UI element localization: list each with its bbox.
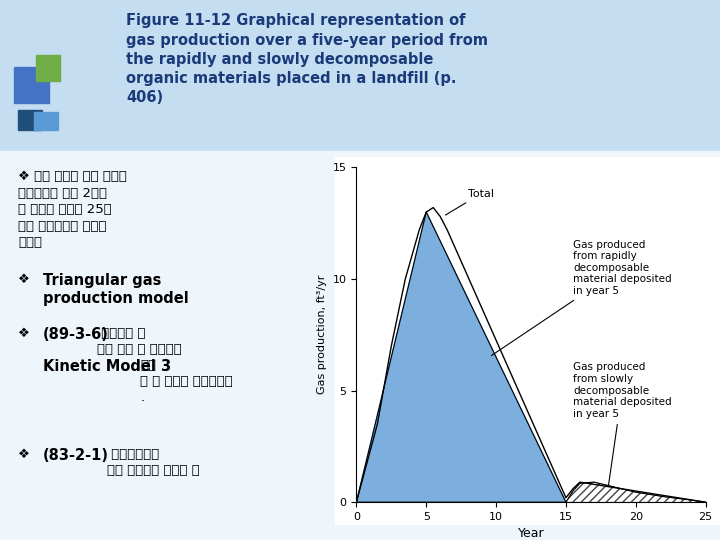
Text: Gas produced
from rapidly
decomposable
material deposited
in year 5: Gas produced from rapidly decomposable m… [492, 240, 672, 355]
Text: Kinetic Model 3: Kinetic Model 3 [43, 359, 171, 374]
Text: ❖: ❖ [18, 327, 34, 340]
Bar [34, 112, 58, 130]
Text: 매립가스발생
량을 추정하는 방법에 대: 매립가스발생 량을 추정하는 방법에 대 [107, 448, 199, 477]
Bar [0, 151, 720, 540]
Text: Gas produced
from slowly
decomposable
material deposited
in year 5: Gas produced from slowly decomposable ma… [573, 362, 672, 487]
Polygon shape [566, 482, 706, 502]
Bar [335, 157, 720, 524]
Text: Triangular gas
production model: Triangular gas production model [43, 273, 189, 306]
Y-axis label: Gas production, ft³/yr: Gas production, ft³/yr [317, 275, 327, 395]
Text: Total: Total [446, 188, 494, 215]
X-axis label: Year: Year [518, 528, 544, 540]
Bar [14, 67, 49, 103]
Text: (89-3-6): (89-3-6) [43, 327, 109, 342]
Text: Figure 11-12 Graphical representation of
gas production over a five-year period : Figure 11-12 Graphical representation of… [126, 14, 488, 105]
Bar [36, 55, 60, 81]
Polygon shape [356, 212, 566, 502]
Text: 가지
와 그 특징을 설명하시오
.: 가지 와 그 특징을 설명하시오 . [140, 359, 233, 404]
Text: 매립가스 발
생량 예측 시 사용되는: 매립가스 발 생량 예측 시 사용되는 [97, 327, 182, 372]
Text: ❖: ❖ [18, 448, 34, 461]
Bar [18, 110, 42, 130]
Bar [0, 0, 720, 151]
Text: (83-2-1): (83-2-1) [43, 448, 109, 463]
Text: ❖: ❖ [18, 273, 34, 286]
Text: ❖ 가스 발생에 의해 측정된
분해속도는 초기 2년내
에 최고에 달하고 25년
까지 게속되면서 천천히
줄어등: ❖ 가스 발생에 의해 측정된 분해속도는 초기 2년내 에 최고에 달하고 2… [18, 170, 127, 249]
